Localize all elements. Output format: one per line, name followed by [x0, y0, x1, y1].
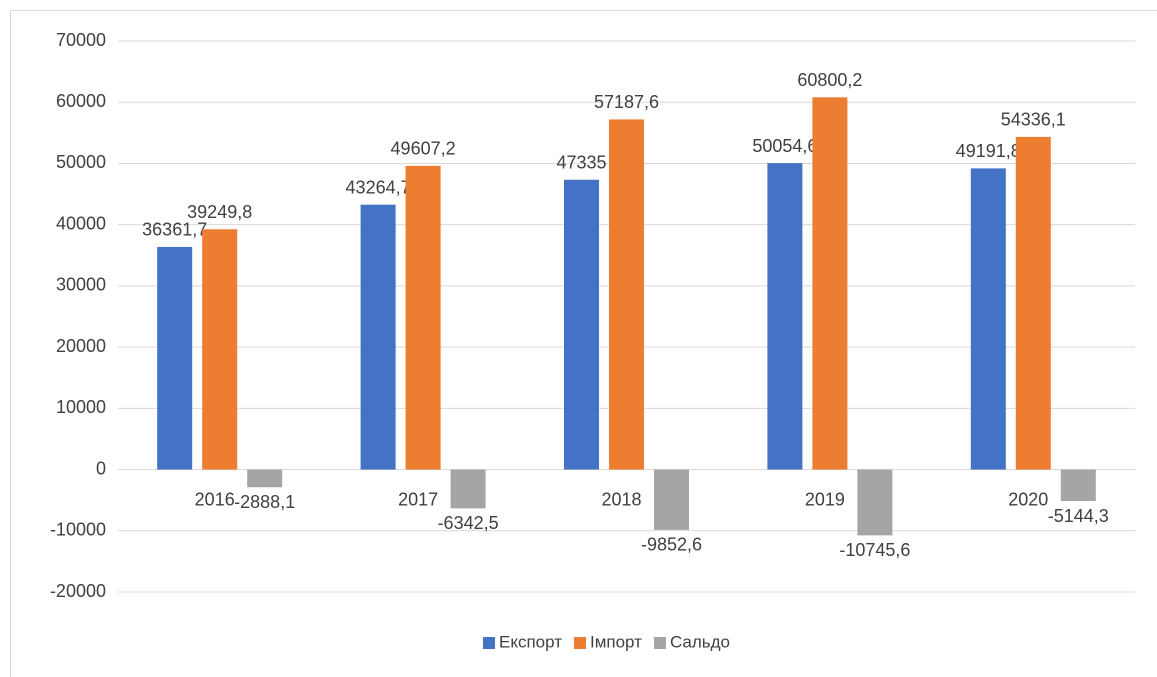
y-tick-label: 0 [96, 458, 106, 478]
bar [812, 97, 848, 470]
y-tick-label: 70000 [56, 30, 106, 50]
data-label: 36361,7 [142, 220, 207, 240]
chart-border [10, 10, 1157, 677]
data-label: 50054,6 [752, 136, 817, 156]
legend-swatch [653, 637, 666, 649]
legend-swatch [573, 637, 586, 649]
bar [1060, 469, 1096, 502]
bar [405, 165, 441, 470]
data-label: 49191,8 [956, 141, 1021, 161]
legend-swatch [482, 637, 495, 649]
bar [654, 469, 689, 530]
bar [564, 179, 599, 470]
x-tick-label: 2018 [601, 489, 641, 509]
data-label: -6342,5 [438, 513, 499, 533]
x-tick-label: 2020 [1008, 489, 1048, 509]
legend-label: Експорт [499, 632, 562, 651]
y-tick-label: -10000 [50, 520, 106, 540]
bar [970, 168, 1006, 470]
data-label: 60800,2 [797, 70, 862, 90]
bar [450, 469, 486, 509]
legend-label: Імпорт [590, 632, 642, 651]
y-tick-label: -20000 [50, 581, 106, 601]
y-tick-label: 30000 [56, 275, 106, 295]
x-tick-label: 2017 [398, 489, 438, 509]
data-label: -9852,6 [641, 535, 702, 555]
data-label: 43264,7 [346, 177, 411, 197]
y-tick-label: 40000 [56, 213, 106, 233]
x-tick-label: 2019 [805, 489, 845, 509]
bar [360, 204, 396, 470]
data-label: 47335 [556, 153, 606, 173]
data-label: 57187,6 [594, 92, 659, 112]
data-label: 54336,1 [1001, 110, 1066, 130]
bar [857, 469, 893, 536]
bar [202, 229, 238, 470]
data-label: -2888,1 [234, 492, 295, 512]
data-label: -5144,3 [1048, 506, 1109, 526]
bar [247, 469, 283, 488]
bar [767, 163, 803, 470]
legend-label: Сальдо [670, 632, 730, 651]
bar [1015, 136, 1051, 470]
y-tick-label: 50000 [56, 152, 106, 172]
data-label: 49607,2 [391, 139, 456, 159]
y-tick-label: 60000 [56, 91, 106, 111]
data-label: -10745,6 [839, 540, 910, 560]
bar [157, 246, 193, 470]
data-label: 39249,8 [187, 202, 252, 222]
bar [609, 119, 644, 470]
y-tick-label: 20000 [56, 336, 106, 356]
y-tick-label: 10000 [56, 397, 106, 417]
x-tick-label: 2016 [195, 489, 235, 509]
